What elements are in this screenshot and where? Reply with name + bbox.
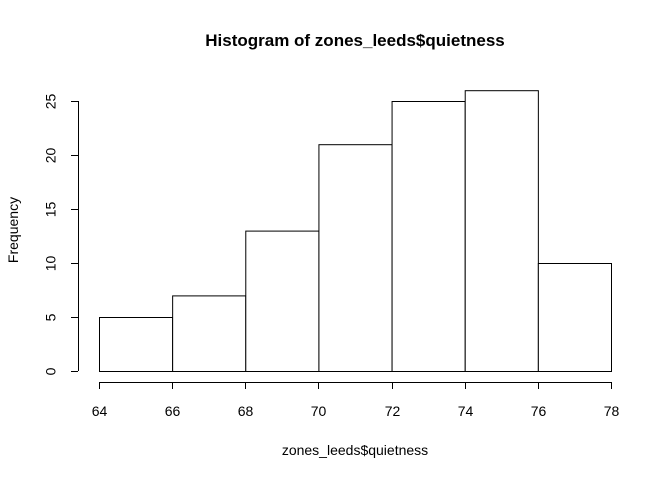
x-tick-label-3: 70 bbox=[311, 403, 327, 419]
histogram-bar-70-72 bbox=[318, 144, 393, 372]
x-tick-label-4: 72 bbox=[385, 403, 401, 419]
histogram-bar-68-70 bbox=[245, 230, 320, 372]
y-tick-label-2: 10 bbox=[43, 256, 59, 272]
y-tick-label-4: 20 bbox=[43, 148, 59, 164]
x-tick-label-5: 74 bbox=[458, 403, 474, 419]
histogram-bar-76-78 bbox=[537, 263, 612, 372]
y-axis-label: Frequency bbox=[5, 197, 21, 263]
y-tick-label-3: 15 bbox=[43, 202, 59, 218]
x-tick-label-0: 64 bbox=[92, 403, 108, 419]
y-tick-label-1: 5 bbox=[43, 313, 59, 321]
histogram-bar-66-68 bbox=[172, 295, 247, 372]
y-tick-label-5: 25 bbox=[43, 94, 59, 110]
x-tick-label-1: 66 bbox=[165, 403, 181, 419]
x-axis-label: zones_leeds$quietness bbox=[282, 442, 428, 458]
x-axis: 64 66 68 70 72 74 76 78 bbox=[92, 382, 620, 419]
bars-group bbox=[99, 90, 612, 372]
y-axis: 0 5 10 15 20 25 bbox=[43, 94, 79, 375]
histogram-bar-72-74 bbox=[391, 101, 466, 372]
histogram-bar-74-76 bbox=[464, 90, 539, 372]
histogram-bar-64-66 bbox=[99, 317, 174, 372]
y-tick-label-0: 0 bbox=[43, 367, 59, 375]
chart-title: Histogram of zones_leeds$quietness bbox=[205, 31, 504, 50]
x-tick-label-2: 68 bbox=[238, 403, 254, 419]
x-tick-label-7: 78 bbox=[604, 403, 620, 419]
x-tick-label-6: 76 bbox=[531, 403, 547, 419]
